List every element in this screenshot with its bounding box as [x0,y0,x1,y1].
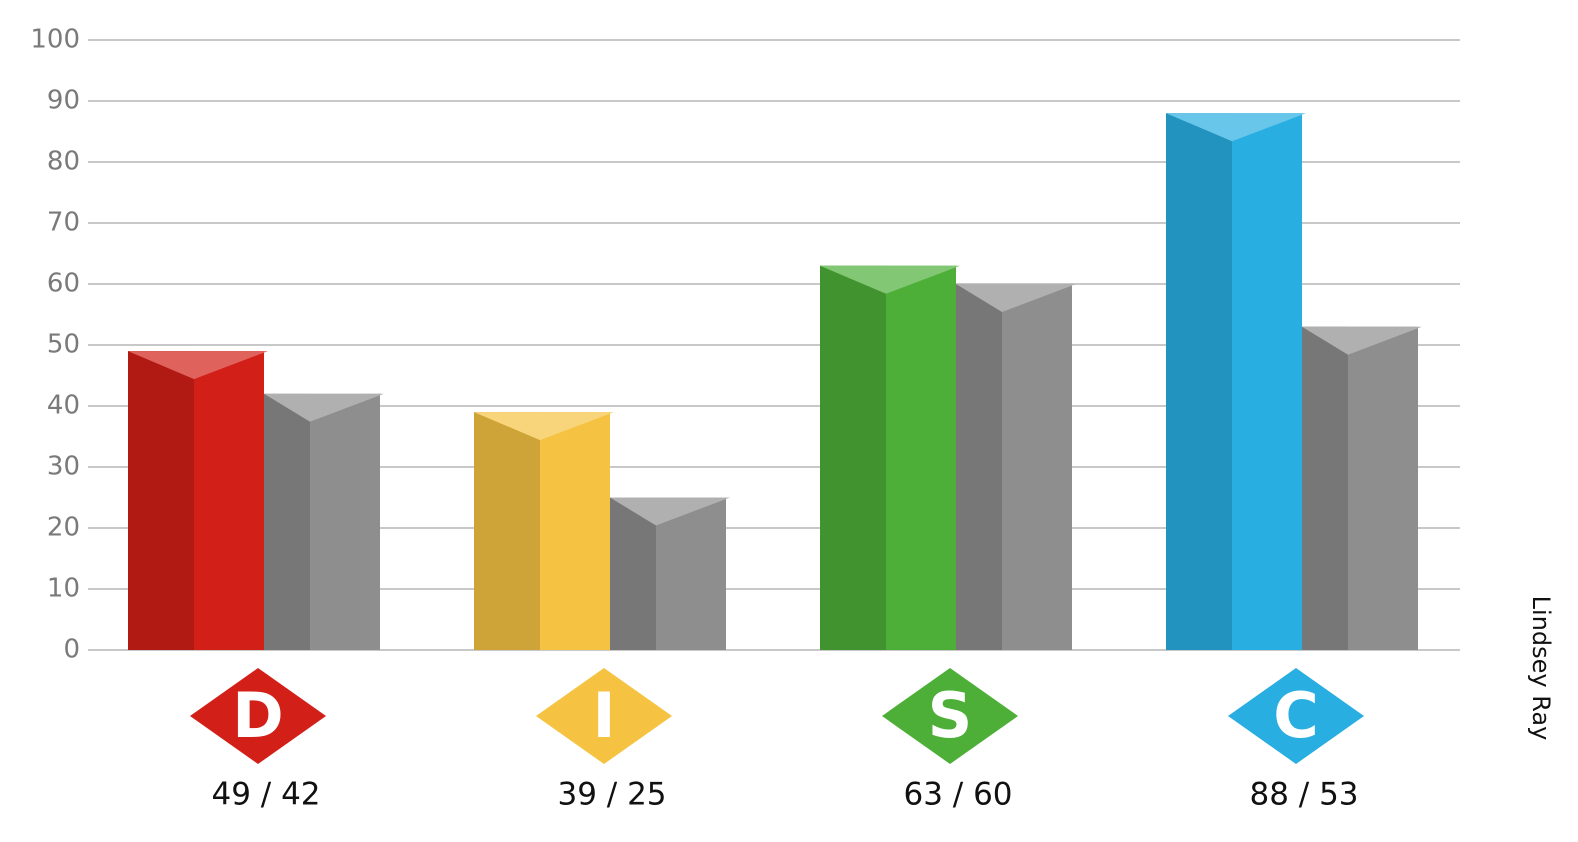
bar-face-left [264,393,310,650]
bar-face-right [886,265,956,650]
bar [1166,113,1306,650]
bar-face-right [656,497,726,650]
bar-top [474,412,614,441]
y-tick-label: 30 [47,452,80,482]
x-tick-label: D [232,679,283,752]
y-tick-label: 60 [47,269,80,299]
bar-face-right [194,351,264,650]
x-tick-label: S [928,679,973,752]
bar-top [128,351,268,380]
y-tick-label: 20 [47,513,80,543]
bar-face-right [310,393,380,650]
value-label: 39 / 25 [557,777,666,813]
y-tick-label: 50 [47,330,80,360]
bar-top [1302,326,1422,355]
category-diamond [1228,668,1364,764]
bar-face-left [820,265,886,650]
bar-face-left [610,497,656,650]
bar-face-left [956,284,1002,650]
bar [610,497,730,650]
bar [820,265,960,650]
bar-face-left [1302,326,1348,650]
y-tick-label: 0 [63,635,80,665]
bar-face-right [1232,113,1302,650]
bar [474,412,614,650]
value-label: 63 / 60 [903,777,1012,813]
bar-top [1166,113,1306,142]
bar [956,284,1076,650]
value-label: 49 / 42 [211,777,320,813]
y-tick-label: 80 [47,147,80,177]
bar-top [264,393,384,422]
bar [128,351,268,650]
bar-top [956,284,1076,312]
annotation: Lindsey Ray [1527,596,1555,741]
y-tick-label: 10 [47,574,80,604]
bar [1302,326,1422,650]
category-diamond [536,668,672,764]
bar-face-right [540,412,610,650]
bar-top [820,265,960,294]
x-tick-label: I [592,679,615,752]
y-tick-label: 90 [47,86,80,116]
value-label: 88 / 53 [1249,777,1358,813]
y-tick-label: 100 [30,25,80,55]
bar-face-left [474,412,540,650]
category-diamond [882,668,1018,764]
y-tick-label: 40 [47,391,80,421]
bar-face-left [1166,113,1232,650]
bar-face-right [1348,326,1418,650]
bar-face-left [128,351,194,650]
bar [264,393,384,650]
x-tick-label: C [1273,679,1319,752]
bar-top [610,497,730,526]
bar-face-right [1002,284,1072,650]
y-tick-label: 70 [47,208,80,238]
category-diamond [190,668,326,764]
